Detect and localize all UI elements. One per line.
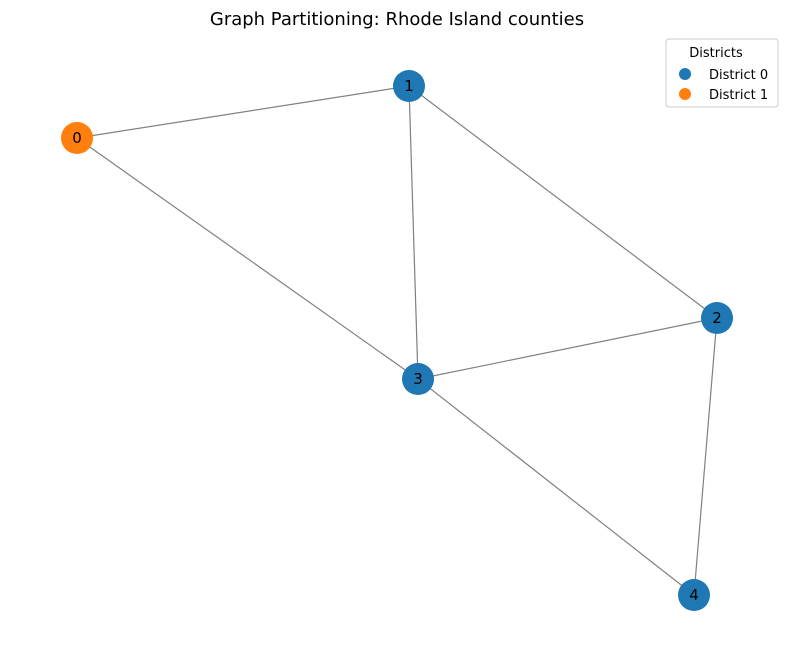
- legend-label-district-0: District 0: [709, 68, 768, 83]
- node-circle-4: [678, 579, 710, 611]
- node-label-2: 2: [712, 309, 722, 327]
- node-label-0: 0: [72, 129, 82, 147]
- node-label-4: 4: [689, 586, 699, 604]
- node-1: 1: [393, 70, 425, 102]
- edges-layer: [76, 85, 718, 596]
- node-label-3: 3: [413, 370, 423, 388]
- nodes-layer: 0 1 2 3 4: [61, 70, 733, 611]
- node-label-1: 1: [404, 77, 414, 95]
- legend-marker-district-1: [679, 88, 691, 100]
- node-0: 0: [61, 122, 93, 154]
- legend-label-district-1: District 1: [709, 88, 768, 103]
- edge-1-3: [408, 85, 419, 380]
- node-circle-3: [402, 363, 434, 395]
- node-circle-0: [61, 122, 93, 154]
- node-4: 4: [678, 579, 710, 611]
- edge-2-3: [417, 317, 718, 380]
- legend-title: Districts: [689, 46, 743, 61]
- edge-2-4: [693, 317, 718, 596]
- edge-0-1: [76, 85, 410, 139]
- legend: Districts District 0 District 1: [665, 38, 779, 108]
- chart-title: Graph Partitioning: Rhode Island countie…: [210, 9, 584, 30]
- legend-frame: [665, 38, 779, 108]
- node-circle-2: [701, 302, 733, 334]
- node-2: 2: [701, 302, 733, 334]
- node-circle-1: [393, 70, 425, 102]
- edge-0-3: [76, 137, 419, 380]
- edge-1-2: [408, 85, 718, 319]
- legend-marker-district-0: [679, 68, 691, 80]
- node-3: 3: [402, 363, 434, 395]
- edge-3-4: [417, 378, 695, 596]
